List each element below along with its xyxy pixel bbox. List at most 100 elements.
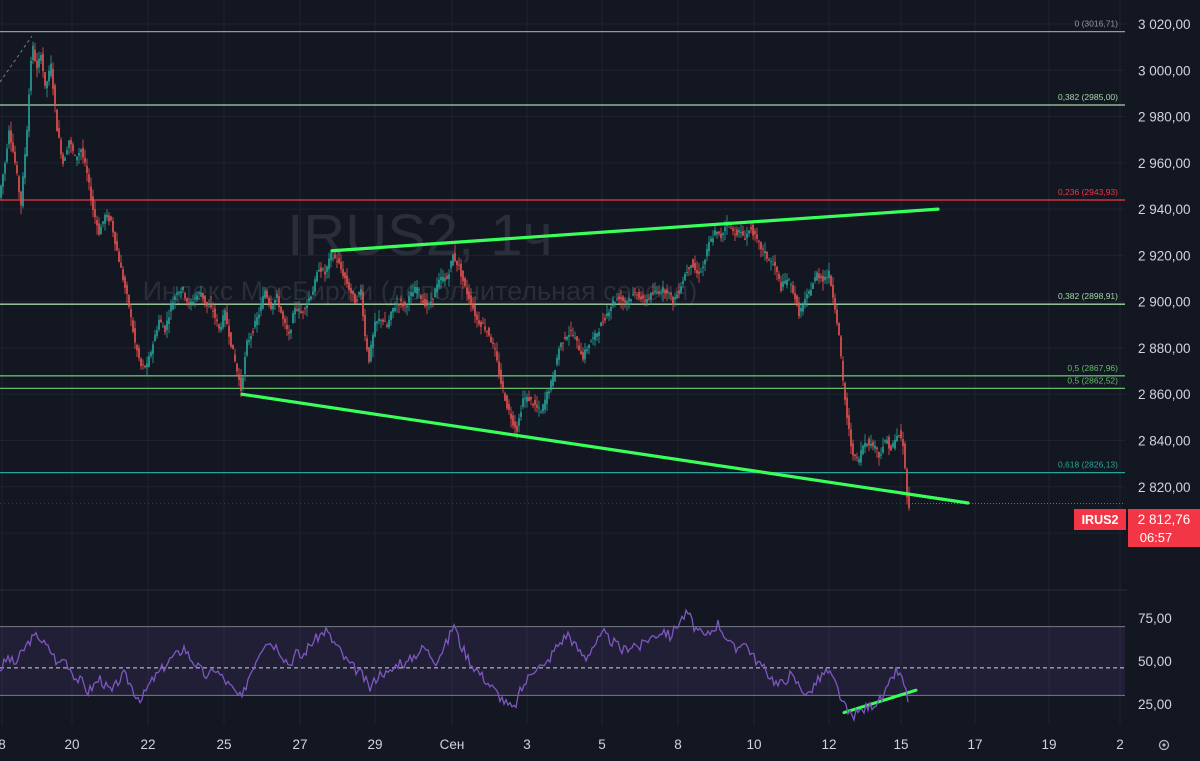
candle-body [298,308,300,312]
trendline[interactable] [330,207,940,253]
candle-body [562,342,564,344]
candle-body [332,258,334,260]
candle-body [534,400,536,405]
candle-body [666,289,668,294]
candle-body [368,347,370,363]
candle-body [318,269,320,272]
candle-body [708,242,710,252]
axis-settings-icon[interactable] [1158,739,1170,751]
candle-body [592,337,594,339]
candle-body [802,304,804,312]
candle-body [764,250,766,254]
candle-body [150,352,152,357]
candle-body [844,382,846,400]
rsi-tick-label: 25,00 [1138,697,1172,712]
time-tick-label: 10 [746,737,761,752]
candle-body [678,290,680,294]
candle-body [448,274,450,280]
candle-body [262,295,264,309]
candle-body [834,297,836,310]
candle-body [320,267,322,272]
fib-retracement[interactable]: 0 (3016,71) 0,382 (2985,00) 0,236 (2943,93… [0,19,1125,474]
price-axis[interactable]: 3 020,00 3 000,00 2 980,00 2 960,00 2 940,00… [1127,0,1200,761]
candle-body [192,301,194,304]
time-tick-label: 3 [523,737,531,752]
candle-body [178,291,180,294]
trendline[interactable] [240,392,970,505]
fib-level-label: 0,382 (2898,91) [1058,291,1118,301]
candle-body [794,293,796,300]
candle-body [90,186,92,201]
candle-body [446,275,448,279]
rsi-band-fill [0,626,1125,696]
candle-body [18,176,20,192]
candle-body [16,165,18,174]
candle-body [618,296,620,300]
candle-body [640,296,642,300]
candle-body [866,443,868,446]
candle-body [182,287,184,290]
candle-body [430,301,432,303]
candle-body [824,276,826,280]
candle-body [24,154,26,179]
price-tick-label: 2 860,00 [1138,387,1191,402]
candle-body [22,176,24,207]
candle-body [70,140,72,145]
candle-body [384,320,386,322]
candle-body [816,272,818,281]
candle-body [698,271,700,274]
candle-body [408,296,410,303]
time-tick-label: Сен [440,737,465,752]
candle-body [444,277,446,281]
candle-body [236,363,238,372]
fib-level-label: 0 (3016,71) [1075,19,1119,29]
candle-body [634,292,636,294]
candle-body [186,298,188,303]
candle-body [702,266,704,268]
candle-body [888,437,890,449]
candle-body [344,272,346,279]
candle-body [270,302,272,310]
candle-body [102,221,104,224]
candle-body [810,289,812,296]
candle-body [544,399,546,410]
candle-body [208,306,210,308]
candle-body [248,340,250,343]
candle-body [500,369,502,384]
candle-body [682,280,684,284]
candle-body [520,412,522,417]
candle-body [144,365,146,368]
candle-body [194,297,196,300]
candle-body [212,310,214,312]
symbol-badge-bg [1074,509,1126,530]
candle-body [166,320,168,330]
time-tick-label: 22 [140,737,155,752]
time-axis[interactable]: 8 20 22 25 27 29 Сен 3 5 8 10 12 15 17 19 2 [0,737,1124,752]
candle-body [722,233,724,235]
candle-body [804,299,806,306]
candle-body [806,294,808,299]
candle-body [796,295,798,303]
candle-body [58,127,60,138]
price-tick-label: 2 900,00 [1138,295,1191,310]
candle-body [890,445,892,451]
candle-body [300,311,302,314]
candle-body [456,260,458,266]
candle-body [498,361,500,375]
candle-body [416,287,418,294]
price-tick-label: 2 940,00 [1138,202,1191,217]
candle-body [46,81,48,89]
candle-body [750,227,752,230]
candle-body [266,291,268,298]
candle-body [648,298,650,300]
candle-body [590,341,592,343]
watermark-title: IRUS2, 1ч [287,203,553,268]
price-badge-bg [1128,509,1200,547]
candle-body [576,336,578,341]
candle-body [742,231,744,236]
candle-body [690,265,692,268]
candle-body [676,294,678,299]
candle-body [510,413,512,419]
candle-body [626,301,628,305]
